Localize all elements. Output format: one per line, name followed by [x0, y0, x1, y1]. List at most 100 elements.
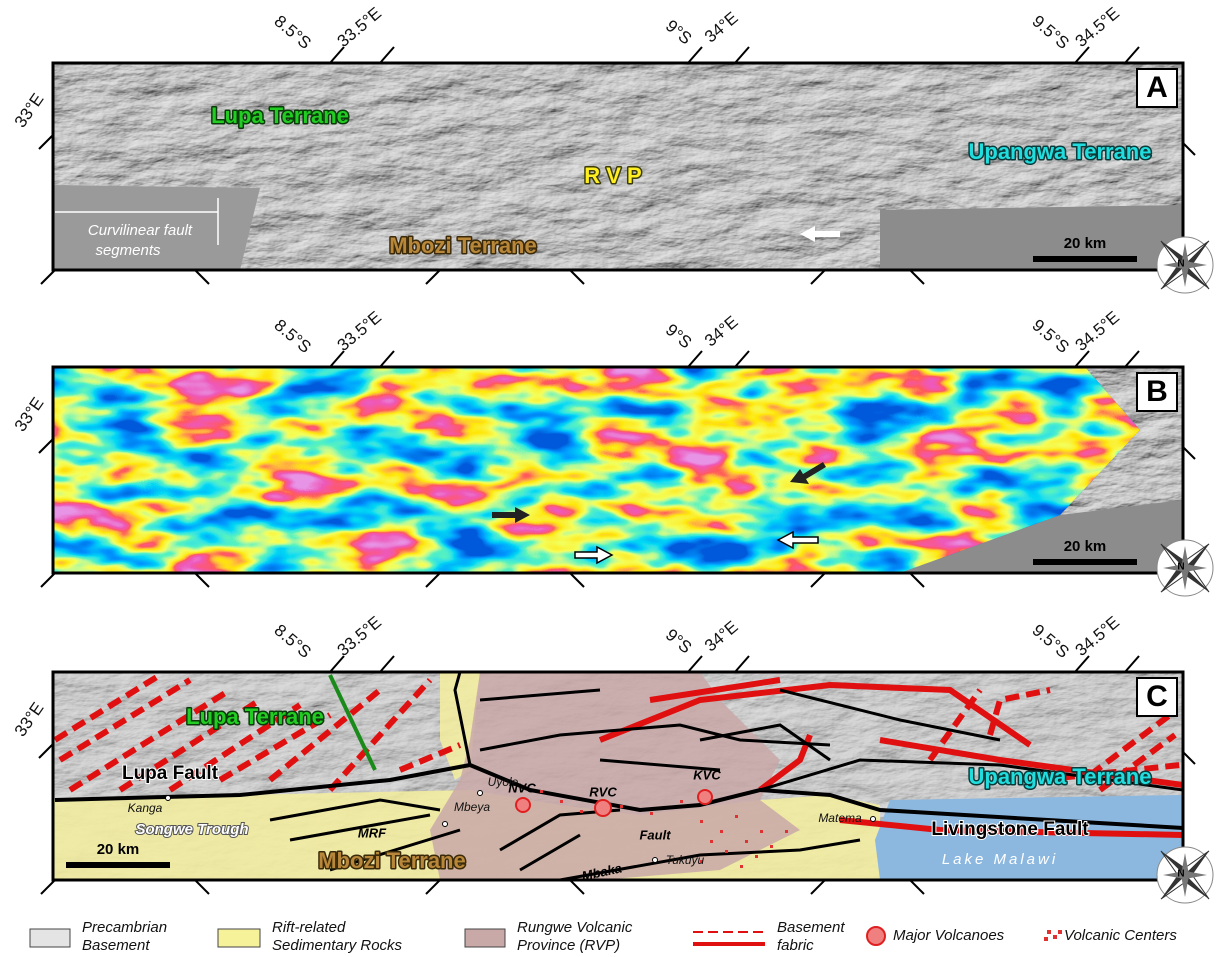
basin-label: Songwe Trough	[135, 821, 248, 838]
graticule-label: 8.5°S	[271, 621, 315, 662]
graticule-tick	[810, 269, 826, 285]
fault-label: MRF	[358, 825, 387, 840]
basement-fabric-dashed	[53, 672, 1181, 793]
terrane-label: Mbozi Terrane	[318, 848, 466, 873]
legend-swatch	[464, 928, 506, 948]
compass-point	[1181, 265, 1189, 287]
compass-point	[1185, 261, 1207, 269]
legend-label: Precambrian	[82, 919, 167, 936]
compass-point	[1181, 875, 1189, 897]
panel-a-map	[53, 63, 1183, 270]
lake-flat	[880, 205, 1183, 270]
scale-bar	[1033, 256, 1137, 262]
panel-frame	[51, 365, 1185, 575]
graticule-label: 8.5°S	[271, 12, 315, 53]
major-volcanoes	[515, 789, 713, 817]
graticule-label: 33.5°E	[334, 307, 385, 354]
graticule-tick	[734, 655, 750, 673]
fault-label: Lupa Fault	[122, 763, 219, 784]
graticule-tick	[38, 134, 54, 150]
graticule-label: 9°S	[662, 320, 695, 352]
compass-label: N	[1177, 869, 1184, 880]
scale-bar	[1033, 559, 1137, 565]
legend-label: fabric	[777, 937, 814, 954]
panel-b-map	[53, 367, 1183, 573]
graticule-tick	[734, 46, 750, 64]
terrane-label: Upangwa Terrane	[969, 139, 1152, 164]
terrane-label: Lupa Terrane	[211, 103, 349, 128]
graticule-tick	[329, 46, 345, 64]
compass-point	[1181, 853, 1189, 875]
graticule-label: 34°E	[701, 312, 742, 350]
panel-frame	[51, 61, 1185, 272]
graticule-label: 33°E	[11, 699, 48, 740]
graticule-tick	[40, 269, 56, 285]
volcano-label: RVC	[589, 784, 617, 799]
graticule-tick	[38, 438, 54, 454]
annotation: Curvilinear fault	[88, 222, 193, 239]
graticule-tick	[687, 655, 703, 673]
graticule-tick	[329, 655, 345, 673]
graticule-tick	[40, 879, 56, 895]
graticule-label: 33°E	[11, 394, 48, 435]
compass-point	[1163, 564, 1185, 572]
graticule-label: 9°S	[662, 16, 695, 48]
scale-label: 20 km	[97, 841, 140, 858]
legend-label: Basement	[777, 919, 845, 936]
graticule-tick	[1182, 142, 1196, 156]
legend-label: Province (RVP)	[517, 937, 620, 954]
terrane-label: Mbozi Terrane	[389, 233, 537, 258]
graticule-label: 34.5°E	[1072, 307, 1123, 354]
legend-label: Volcanic Centers	[1064, 927, 1177, 944]
graticule-tick	[1074, 46, 1090, 64]
volcanic-centers	[540, 790, 788, 868]
legend-label: Basement	[82, 937, 150, 954]
graticule-label: 9.5°S	[1029, 316, 1073, 357]
annotation: segments	[95, 242, 161, 259]
panel-id: B	[1146, 375, 1168, 408]
graticule-tick	[1124, 46, 1140, 64]
graticule-tick	[194, 572, 210, 588]
graticule-tick	[425, 879, 441, 895]
panel-id: A	[1146, 71, 1168, 104]
arrows	[574, 530, 819, 565]
compass-label: N	[1177, 562, 1184, 573]
town-label: Matema	[818, 811, 862, 825]
graticule-tick	[379, 655, 395, 673]
terrane-label: R V P	[584, 163, 641, 188]
graticule-tick	[569, 572, 585, 588]
graticule-tick	[38, 743, 54, 759]
graticule-tick	[1182, 751, 1196, 765]
legend-swatch	[866, 926, 886, 946]
graticule-label: 34°E	[701, 617, 742, 655]
graticule-tick	[810, 572, 826, 588]
panel-id-box	[1136, 68, 1178, 108]
graticule-tick	[1182, 446, 1196, 460]
volcano-label: KVC	[693, 767, 721, 782]
graticule-tick	[379, 46, 395, 64]
graticule-label: 9.5°S	[1029, 12, 1073, 53]
graticule-tick	[194, 879, 210, 895]
compass-point	[1163, 871, 1185, 879]
town-label: Tukuyu	[666, 853, 705, 867]
terrane-label: Upangwa Terrane	[969, 764, 1152, 789]
panel-id: C	[1146, 680, 1168, 713]
legend	[29, 926, 1062, 948]
volcano-label: NVC	[508, 780, 536, 795]
compass-point	[1181, 568, 1189, 590]
panel-c-map	[53, 672, 1183, 880]
graticule-label: 9°S	[662, 625, 695, 657]
rvp-area	[430, 672, 800, 880]
basement-fabric-solid	[598, 677, 1183, 838]
flat-area	[53, 185, 260, 270]
compass-point	[1181, 546, 1189, 568]
graticule-tick	[1124, 655, 1140, 673]
compass-point	[1185, 564, 1207, 572]
magnetic-map	[53, 367, 1140, 573]
graticule-tick	[1074, 655, 1090, 673]
graticule-label: 33.5°E	[334, 3, 385, 50]
graticule-tick	[569, 879, 585, 895]
compass-point	[1181, 243, 1189, 265]
graticule-tick	[194, 269, 210, 285]
